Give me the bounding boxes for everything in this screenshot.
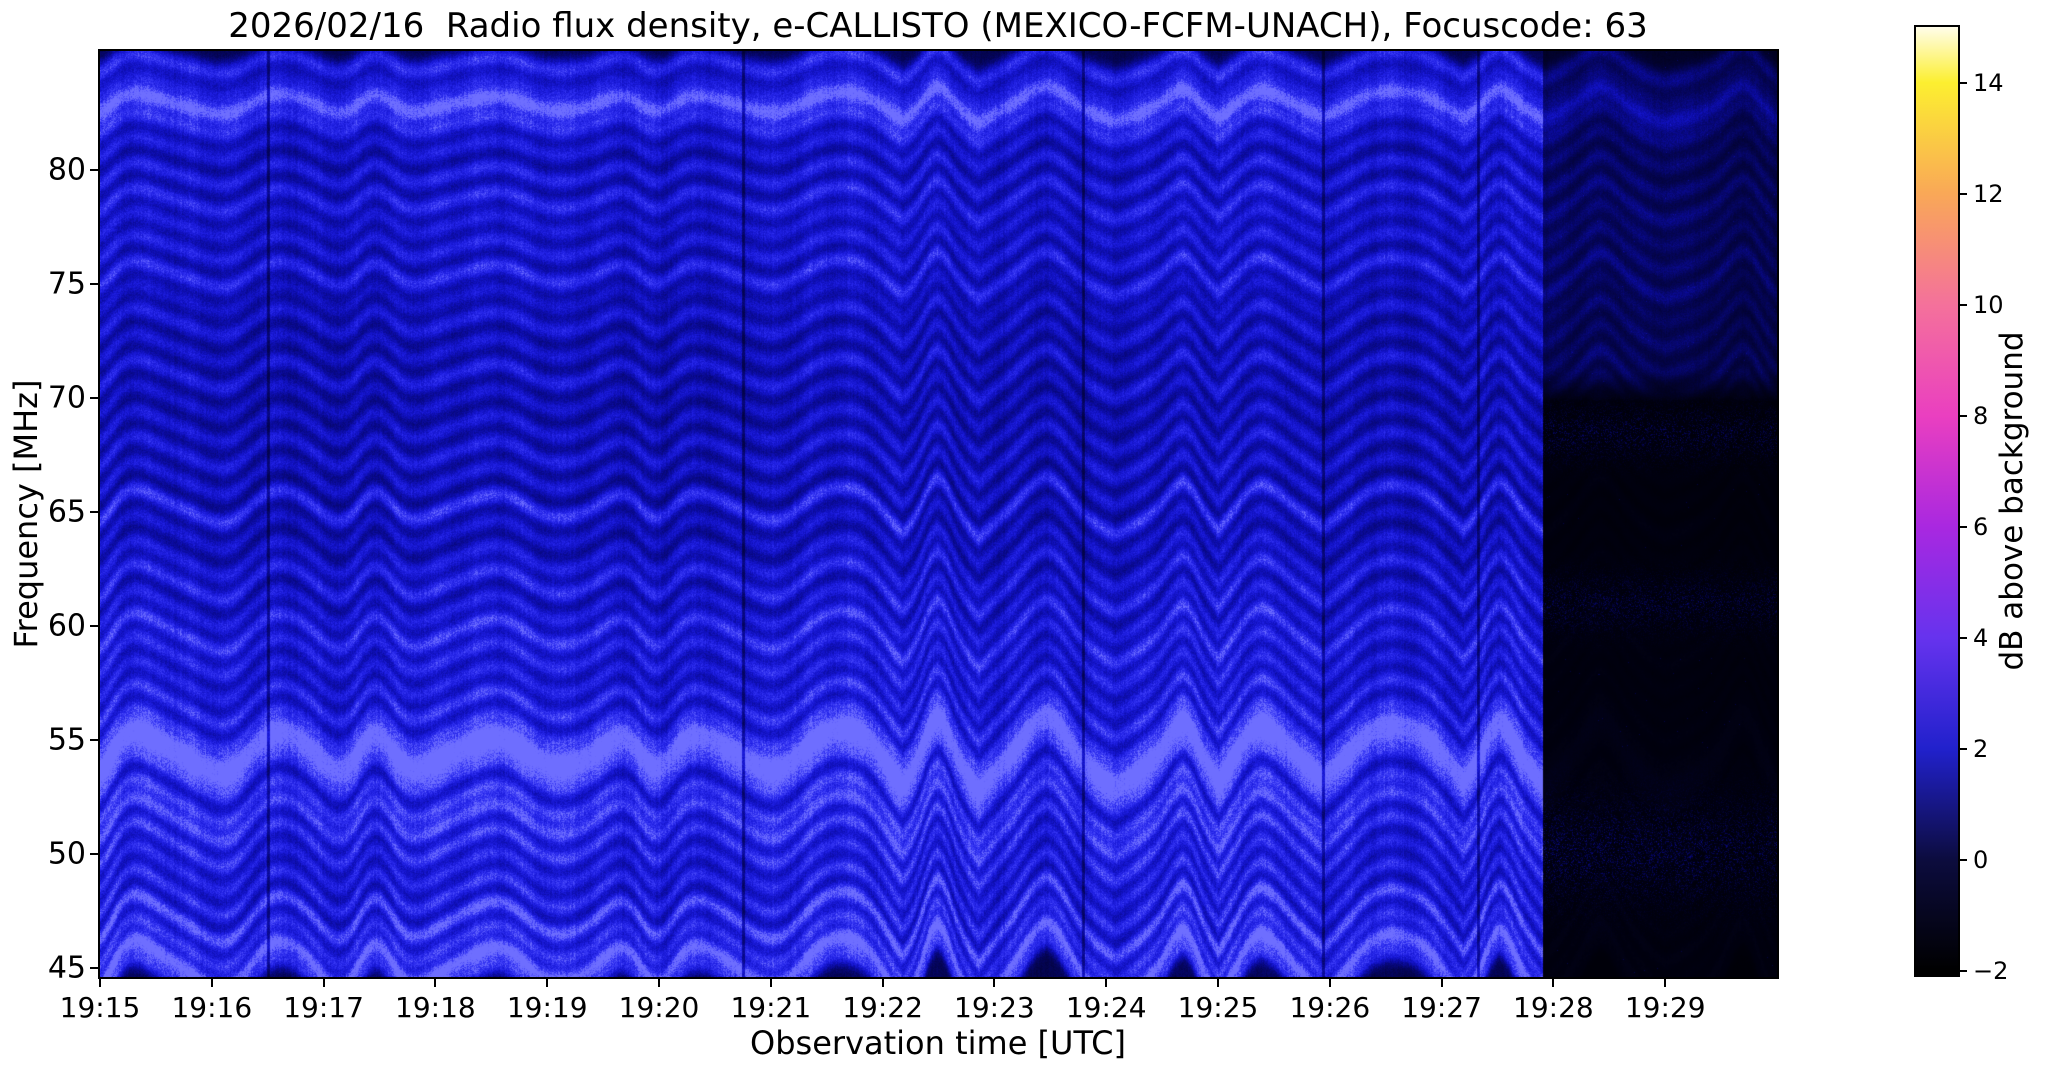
x-tick-label: 19:22 [842, 991, 923, 1024]
y-tick-label: 70 [47, 380, 86, 416]
x-tick-mark [1552, 979, 1555, 987]
x-tick-label: 19:16 [171, 991, 253, 1024]
colorbar-tick-mark [1960, 636, 1967, 639]
plot-area [98, 49, 1779, 979]
y-tick-label: 45 [47, 950, 86, 986]
colorbar-tick-mark [1960, 859, 1967, 862]
x-tick-mark [993, 979, 996, 987]
y-tick-mark [90, 168, 98, 171]
colorbar-tick-label: 10 [1973, 290, 2004, 319]
x-tick-label: 19:19 [506, 991, 588, 1024]
colorbar-tick-label: 8 [1973, 401, 1989, 430]
y-tick-mark [90, 966, 98, 969]
chart-title: 2026/02/16 Radio flux density, e-CALLIST… [228, 6, 1648, 46]
x-tick-label: 19:20 [618, 991, 700, 1024]
colorbar-tick-mark [1960, 81, 1967, 84]
y-tick-mark [90, 282, 98, 285]
colorbar-tick-mark [1960, 414, 1967, 417]
colorbar-tick-label: −2 [1973, 957, 2009, 986]
y-tick-mark [90, 396, 98, 399]
y-tick-label: 55 [47, 722, 86, 758]
x-tick-mark [1440, 979, 1443, 987]
colorbar-tick-mark [1960, 525, 1967, 528]
spectrogram-canvas [100, 51, 1777, 977]
colorbar-tick-label: 0 [1973, 846, 1989, 875]
colorbar-tick-mark [1960, 192, 1967, 195]
x-tick-label: 19:28 [1513, 991, 1594, 1024]
y-tick-label: 80 [47, 152, 86, 188]
x-tick-mark [769, 979, 772, 987]
y-tick-mark [90, 852, 98, 855]
x-tick-mark [210, 979, 213, 987]
y-tick-mark [90, 510, 98, 513]
x-tick-mark [546, 979, 549, 987]
y-tick-label: 75 [47, 266, 86, 302]
x-tick-label: 19:17 [283, 991, 364, 1024]
y-tick-label: 65 [47, 494, 86, 530]
x-tick-mark [99, 979, 101, 987]
y-axis-label: Frequency [MHz] [7, 379, 45, 649]
colorbar-tick-mark [1960, 303, 1967, 306]
colorbar-tick-label: 2 [1973, 734, 1989, 763]
x-tick-label: 19:18 [395, 991, 476, 1024]
x-tick-mark [434, 979, 437, 987]
x-tick-mark [658, 979, 660, 987]
x-tick-label: 19:26 [1289, 991, 1371, 1024]
colorbar-tick-label: 4 [1973, 623, 1989, 652]
x-tick-label: 19:23 [954, 991, 1035, 1024]
colorbar-tick-label: 6 [1973, 512, 1989, 541]
x-tick-mark [1217, 979, 1219, 987]
x-tick-label: 19:29 [1624, 991, 1706, 1024]
x-tick-label: 19:27 [1401, 991, 1482, 1024]
x-tick-label: 19:24 [1065, 991, 1147, 1024]
x-tick-label: 19:21 [730, 991, 812, 1024]
x-tick-mark [1105, 979, 1108, 987]
x-tick-mark [1664, 979, 1667, 987]
colorbar-tick-label: 14 [1973, 68, 2004, 97]
y-tick-label: 60 [47, 608, 86, 644]
x-tick-mark [1328, 979, 1331, 987]
y-tick-mark [90, 738, 98, 741]
x-axis-label: Observation time [UTC] [750, 1024, 1126, 1062]
y-tick-label: 50 [47, 836, 86, 872]
colorbar [1914, 25, 1960, 977]
colorbar-tick-mark [1960, 970, 1967, 973]
x-tick-mark [881, 979, 884, 987]
x-tick-label: 19:25 [1177, 991, 1259, 1024]
x-tick-label: 19:15 [59, 991, 141, 1024]
colorbar-label: dB above background [1994, 331, 2030, 671]
colorbar-tick-mark [1960, 747, 1967, 750]
y-tick-mark [90, 624, 98, 627]
x-tick-mark [322, 979, 325, 987]
colorbar-tick-label: 12 [1973, 179, 2004, 208]
